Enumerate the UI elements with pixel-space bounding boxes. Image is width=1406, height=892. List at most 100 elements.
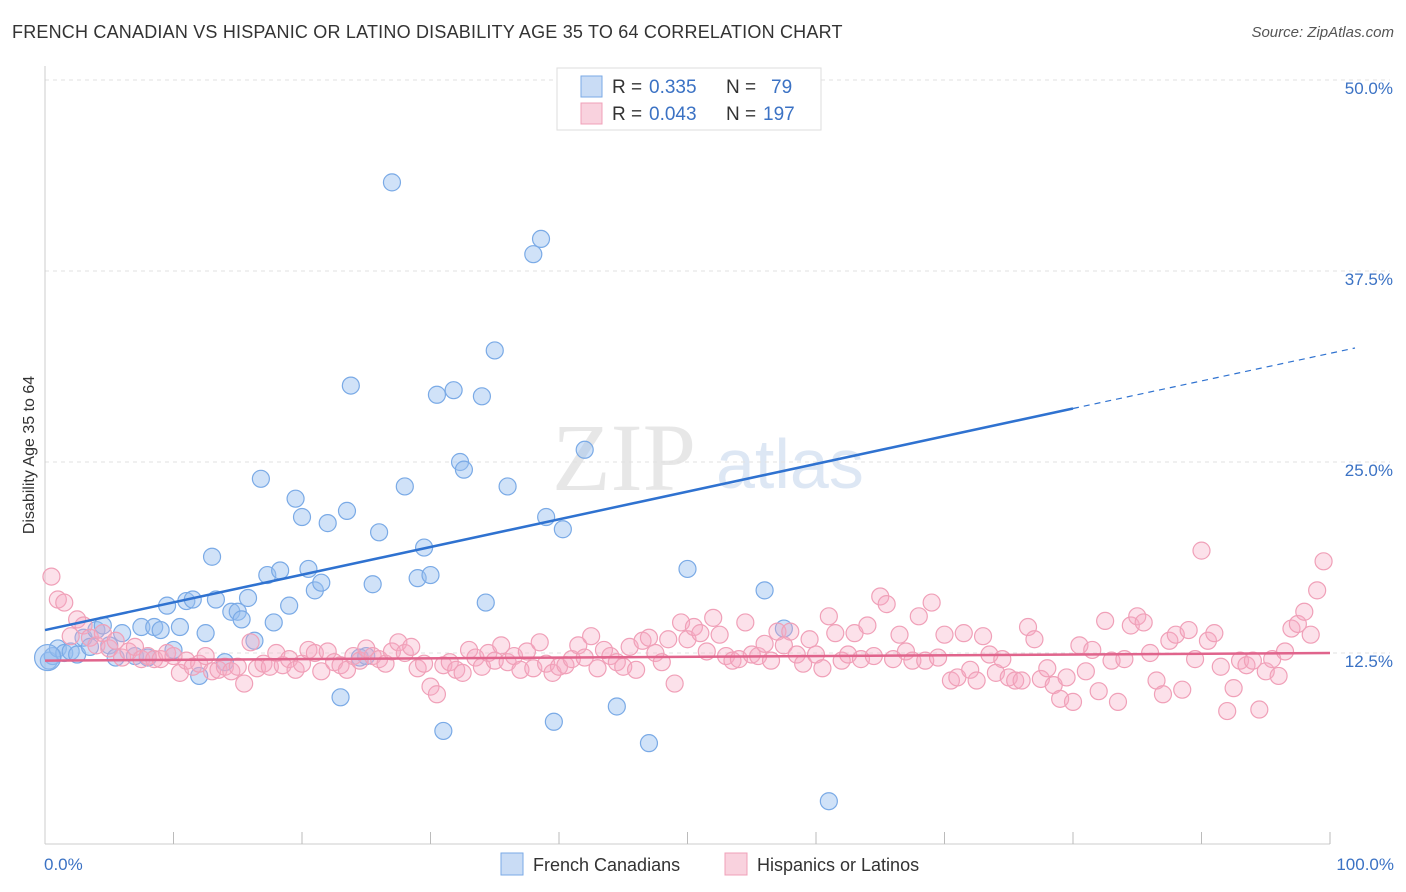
data-point bbox=[954, 624, 973, 643]
data-point bbox=[453, 663, 472, 682]
data-point bbox=[1134, 613, 1153, 632]
data-point bbox=[1205, 624, 1224, 643]
data-point bbox=[755, 581, 774, 600]
data-point bbox=[476, 593, 495, 612]
data-point bbox=[485, 341, 504, 360]
data-point bbox=[704, 608, 723, 627]
data-point bbox=[544, 712, 563, 731]
data-point bbox=[639, 734, 659, 753]
data-point bbox=[498, 477, 517, 496]
data-point bbox=[1057, 668, 1076, 687]
data-point bbox=[1173, 680, 1192, 699]
data-point bbox=[427, 685, 447, 704]
data-point bbox=[531, 229, 551, 249]
data-point bbox=[238, 588, 258, 608]
legend-n-label-1: N = bbox=[726, 77, 756, 98]
legend-r-value-2: 0.043 bbox=[649, 104, 697, 125]
data-point bbox=[421, 677, 440, 696]
x-tick-label-min: 0.0% bbox=[44, 855, 83, 874]
gridlines bbox=[45, 79, 1390, 654]
data-point bbox=[112, 624, 132, 643]
legend-top: R = 0.335 N = 79 R = 0.043 N = 197 bbox=[556, 67, 822, 131]
data-point bbox=[755, 634, 774, 653]
data-point bbox=[370, 523, 389, 542]
data-point bbox=[530, 633, 549, 652]
data-point bbox=[1314, 552, 1333, 571]
y-axis-label: Disability Age 35 to 64 bbox=[21, 376, 38, 534]
data-point bbox=[454, 460, 474, 479]
data-point bbox=[1063, 692, 1083, 711]
data-point bbox=[761, 651, 781, 670]
data-point bbox=[312, 573, 331, 592]
y-tick-label: 12.5% bbox=[1345, 652, 1393, 671]
data-point bbox=[196, 646, 215, 666]
data-point bbox=[1179, 620, 1198, 640]
legend-n-value-1: 79 bbox=[771, 77, 792, 98]
data-point bbox=[312, 662, 331, 681]
data-point bbox=[871, 587, 890, 606]
data-point bbox=[973, 627, 993, 646]
data-point bbox=[800, 630, 819, 649]
legend-n-label-2: N = bbox=[726, 104, 756, 125]
data-point bbox=[639, 628, 659, 647]
data-point bbox=[318, 514, 337, 533]
data-point bbox=[382, 173, 402, 192]
data-point bbox=[1243, 651, 1263, 670]
data-point bbox=[710, 625, 729, 644]
data-point bbox=[132, 617, 151, 637]
data-point bbox=[1192, 541, 1211, 560]
data-point bbox=[1218, 701, 1237, 721]
bottom-legend-label-hispanics: Hispanics or Latinos bbox=[757, 855, 919, 875]
data-point bbox=[665, 674, 684, 693]
data-point bbox=[575, 440, 594, 459]
data-point bbox=[235, 674, 254, 693]
data-point bbox=[588, 659, 607, 678]
data-point bbox=[967, 671, 986, 690]
data-point bbox=[472, 387, 491, 406]
data-point bbox=[492, 636, 511, 655]
data-point bbox=[909, 607, 928, 626]
legend-swatch-french-canadians bbox=[580, 75, 603, 98]
trend-line-extension bbox=[1072, 347, 1356, 410]
trend-lines bbox=[44, 347, 1356, 662]
data-point bbox=[582, 627, 601, 646]
watermark-text-atlas: atlas bbox=[716, 425, 864, 503]
chart-source: Source: ZipAtlas.com bbox=[1251, 24, 1394, 41]
data-point bbox=[1211, 657, 1230, 676]
data-point bbox=[524, 245, 543, 264]
data-point bbox=[858, 616, 877, 635]
legend-r-value-1: 0.335 bbox=[649, 77, 697, 98]
data-point bbox=[61, 627, 80, 646]
data-point bbox=[421, 565, 440, 585]
data-point bbox=[1224, 679, 1243, 698]
data-point bbox=[1269, 666, 1288, 686]
data-point bbox=[1038, 659, 1057, 678]
watermark: ZIP atlas bbox=[552, 404, 864, 511]
data-point bbox=[286, 489, 305, 508]
data-point bbox=[202, 547, 222, 566]
data-point bbox=[251, 469, 270, 488]
data-point bbox=[993, 650, 1012, 669]
data-point bbox=[1025, 630, 1044, 649]
data-point bbox=[395, 477, 414, 496]
data-point bbox=[678, 559, 697, 579]
data-point bbox=[80, 637, 100, 656]
x-tick-labels: 0.0% 100.0% bbox=[44, 855, 1394, 874]
data-point bbox=[1275, 642, 1295, 661]
data-point bbox=[100, 639, 119, 658]
data-point bbox=[1295, 602, 1314, 621]
data-point bbox=[331, 688, 350, 707]
data-point bbox=[691, 624, 710, 643]
data-point bbox=[819, 607, 838, 626]
data-point bbox=[357, 639, 376, 658]
watermark-text-zip: ZIP bbox=[552, 404, 696, 511]
data-point bbox=[106, 631, 125, 650]
legend-swatch-hispanics bbox=[580, 102, 603, 125]
data-point bbox=[241, 633, 260, 652]
data-point bbox=[1089, 682, 1108, 701]
y-tick-label: 50.0% bbox=[1345, 79, 1393, 98]
legend-r-label-1: R = bbox=[612, 77, 642, 98]
legend-r-label-2: R = bbox=[612, 104, 642, 125]
legend-n-value-2: 197 bbox=[763, 104, 795, 125]
